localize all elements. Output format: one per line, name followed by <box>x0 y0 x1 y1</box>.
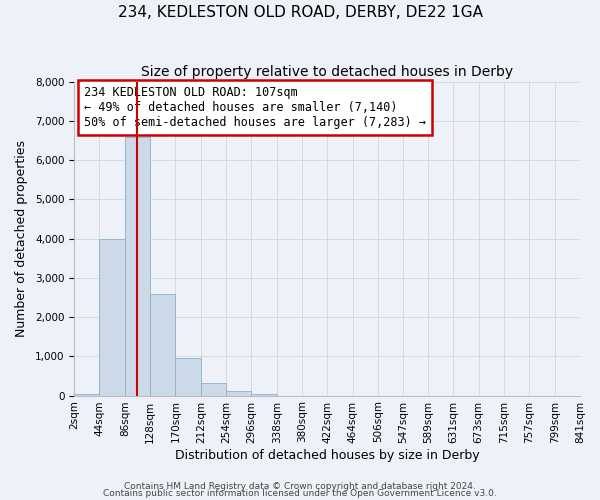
Text: Contains public sector information licensed under the Open Government Licence v3: Contains public sector information licen… <box>103 490 497 498</box>
Bar <box>125 136 150 396</box>
X-axis label: Distribution of detached houses by size in Derby: Distribution of detached houses by size … <box>175 450 479 462</box>
Bar <box>175 358 201 396</box>
Title: Size of property relative to detached houses in Derby: Size of property relative to detached ho… <box>141 65 513 79</box>
Y-axis label: Number of detached properties: Number of detached properties <box>15 140 28 337</box>
Text: 234 KEDLESTON OLD ROAD: 107sqm
← 49% of detached houses are smaller (7,140)
50% : 234 KEDLESTON OLD ROAD: 107sqm ← 49% of … <box>84 86 426 130</box>
Text: 234, KEDLESTON OLD ROAD, DERBY, DE22 1GA: 234, KEDLESTON OLD ROAD, DERBY, DE22 1GA <box>118 5 482 20</box>
Bar <box>150 294 175 396</box>
Bar <box>100 238 125 396</box>
Text: Contains HM Land Registry data © Crown copyright and database right 2024.: Contains HM Land Registry data © Crown c… <box>124 482 476 491</box>
Bar <box>226 391 251 396</box>
Bar <box>74 394 100 396</box>
Bar <box>251 394 277 396</box>
Bar <box>201 383 226 396</box>
